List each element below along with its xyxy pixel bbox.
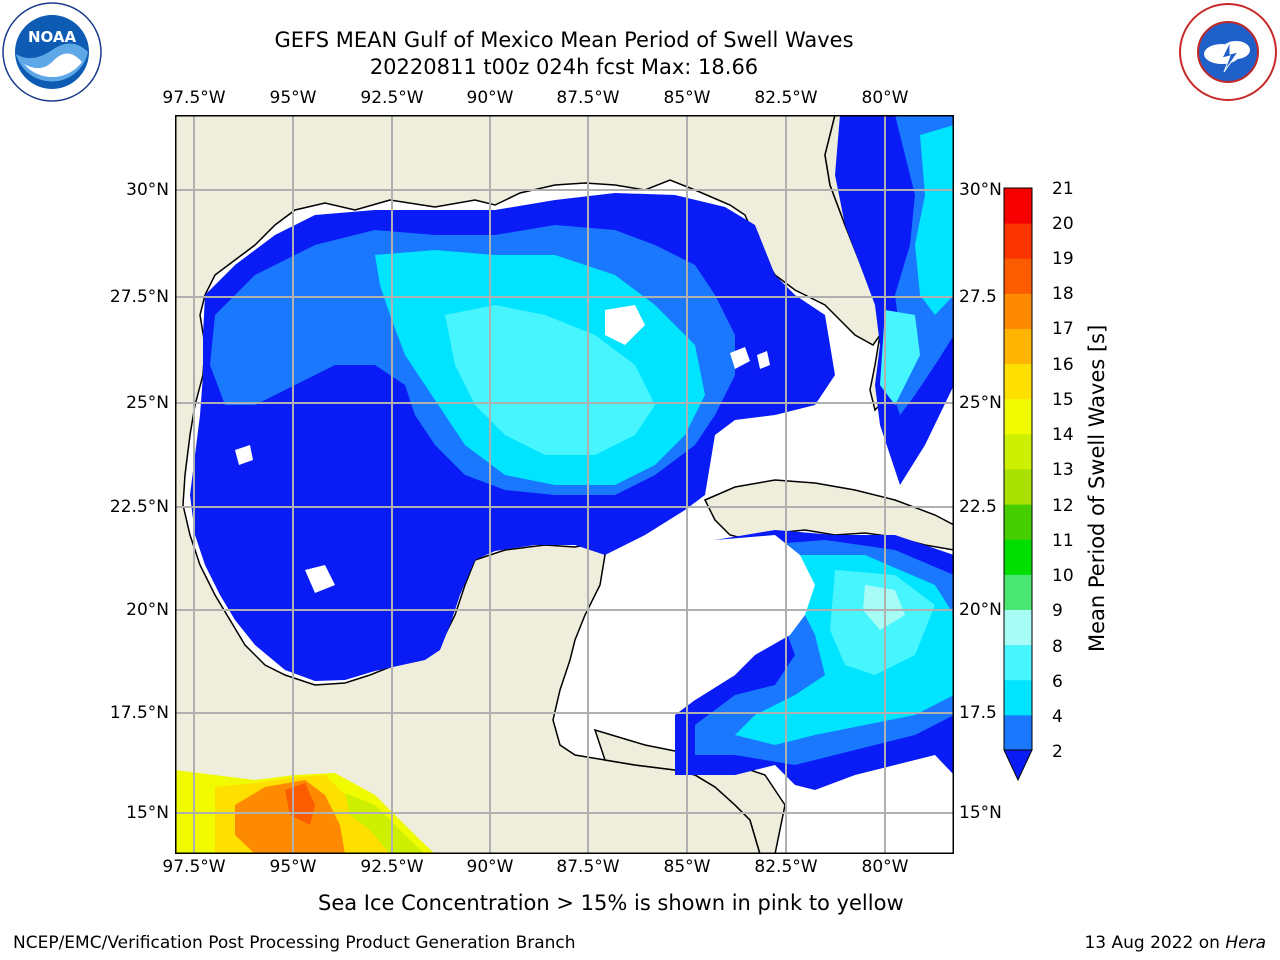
colorbar-tick: 14	[1052, 425, 1074, 445]
colorbar-tick: 9	[1052, 601, 1063, 621]
lon-tick-bottom: 90°W	[466, 857, 514, 877]
lat-tick-left: 17.5°N	[109, 703, 169, 723]
lat-tick-right: 15°N	[959, 803, 1002, 823]
colorbar-tick: 17	[1052, 319, 1074, 339]
colorbar-tick: 12	[1052, 496, 1074, 516]
colorbar-segment	[1004, 714, 1032, 751]
map-panel	[175, 115, 954, 854]
lon-tick-bottom: 87.5°W	[556, 857, 620, 877]
colorbar-segment	[1004, 609, 1032, 646]
lat-tick-left: 27.5°N	[109, 287, 169, 307]
caribbean-field	[675, 530, 954, 790]
lat-tick-right: 27.5	[959, 287, 997, 307]
chart-title-line2: 20220811 t00z 024h fcst Max: 18.66	[369, 55, 759, 79]
lon-tick-top: 92.5°W	[360, 88, 424, 108]
lon-tick-bottom: 85°W	[663, 857, 711, 877]
lon-tick-top: 95°W	[269, 88, 317, 108]
colorbar-tick: 21	[1052, 179, 1074, 199]
colorbar-tick: 11	[1052, 531, 1074, 551]
lon-tick-bottom: 92.5°W	[360, 857, 424, 877]
lon-tick-top: 97.5°W	[162, 88, 226, 108]
colorbar-segment	[1004, 539, 1032, 575]
footer-machine: Hera	[1225, 933, 1266, 953]
colorbar-tick: 16	[1052, 355, 1074, 375]
colorbar-tick: 6	[1052, 672, 1063, 692]
lon-tick-top: 82.5°W	[754, 88, 818, 108]
lat-tick-right: 17.5	[959, 703, 997, 723]
colorbar-segment	[1004, 504, 1032, 540]
lon-tick-bottom: 97.5°W	[162, 857, 226, 877]
gridlines	[175, 115, 954, 854]
colorbar	[1003, 187, 1033, 782]
colorbar-tick: 13	[1052, 460, 1074, 480]
colorbar-segment	[1004, 398, 1032, 435]
lat-tick-right: 25°N	[959, 393, 1002, 413]
lon-tick-bottom: 95°W	[269, 857, 317, 877]
lon-tick-bottom: 82.5°W	[754, 857, 818, 877]
colorbar-segment	[1004, 363, 1032, 400]
colorbar-segment	[1004, 293, 1032, 329]
lat-tick-right: 30°N	[959, 180, 1002, 200]
lon-tick-bottom: 80°W	[861, 857, 909, 877]
lon-tick-top: 87.5°W	[556, 88, 620, 108]
colorbar-segment	[1004, 258, 1032, 294]
lon-tick-top: 85°W	[663, 88, 711, 108]
colorbar-tick: 10	[1052, 566, 1074, 586]
colorbar-tick: 19	[1052, 249, 1074, 269]
noaa-logo: NOAA	[2, 2, 102, 102]
colorbar-extend-min	[1003, 749, 1033, 782]
colorbar-segment	[1004, 679, 1032, 716]
lat-tick-left: 30°N	[126, 180, 169, 200]
colorbar-segment	[1004, 433, 1032, 470]
chart-title-line1: GEFS MEAN Gulf of Mexico Mean Period of …	[274, 28, 854, 52]
colorbar-segment	[1004, 188, 1032, 224]
lat-tick-left: 22.5°N	[109, 497, 169, 517]
map-frame	[175, 115, 954, 854]
colorbar-label: Mean Period of Swell Waves [s]	[1085, 324, 1109, 652]
colorbar-tick: 2	[1052, 742, 1063, 762]
lon-tick-top: 90°W	[466, 88, 514, 108]
colorbar-tick: 18	[1052, 284, 1074, 304]
colorbar-tick: 4	[1052, 707, 1063, 727]
colorbar-tick: 20	[1052, 214, 1074, 234]
footer-branch: NCEP/EMC/Verification Post Processing Pr…	[13, 933, 576, 953]
sea-ice-note: Sea Ice Concentration > 15% is shown in …	[318, 891, 904, 915]
lat-tick-right: 20°N	[959, 600, 1002, 620]
colorbar-tick: 15	[1052, 390, 1074, 410]
footer-date-text: 13 Aug 2022 on	[1084, 933, 1220, 953]
footer-date: 13 Aug 2022 on Hera	[1084, 933, 1266, 953]
lon-tick-top: 80°W	[861, 88, 909, 108]
colorbar-segment	[1004, 574, 1032, 610]
lat-tick-left: 20°N	[126, 600, 169, 620]
lat-tick-right: 22.5	[959, 497, 997, 517]
swell-field	[190, 193, 835, 681]
nws-logo	[1179, 3, 1277, 101]
colorbar-segment	[1004, 469, 1032, 505]
colorbar-segment	[1004, 644, 1032, 681]
colorbar-frame	[1003, 187, 1033, 751]
noaa-logo-text: NOAA	[28, 28, 77, 46]
colorbar-segment	[1004, 223, 1032, 259]
lat-tick-left: 15°N	[126, 803, 169, 823]
colorbar-segment	[1004, 328, 1032, 365]
colorbar-tick: 8	[1052, 637, 1063, 657]
lat-tick-left: 25°N	[126, 393, 169, 413]
